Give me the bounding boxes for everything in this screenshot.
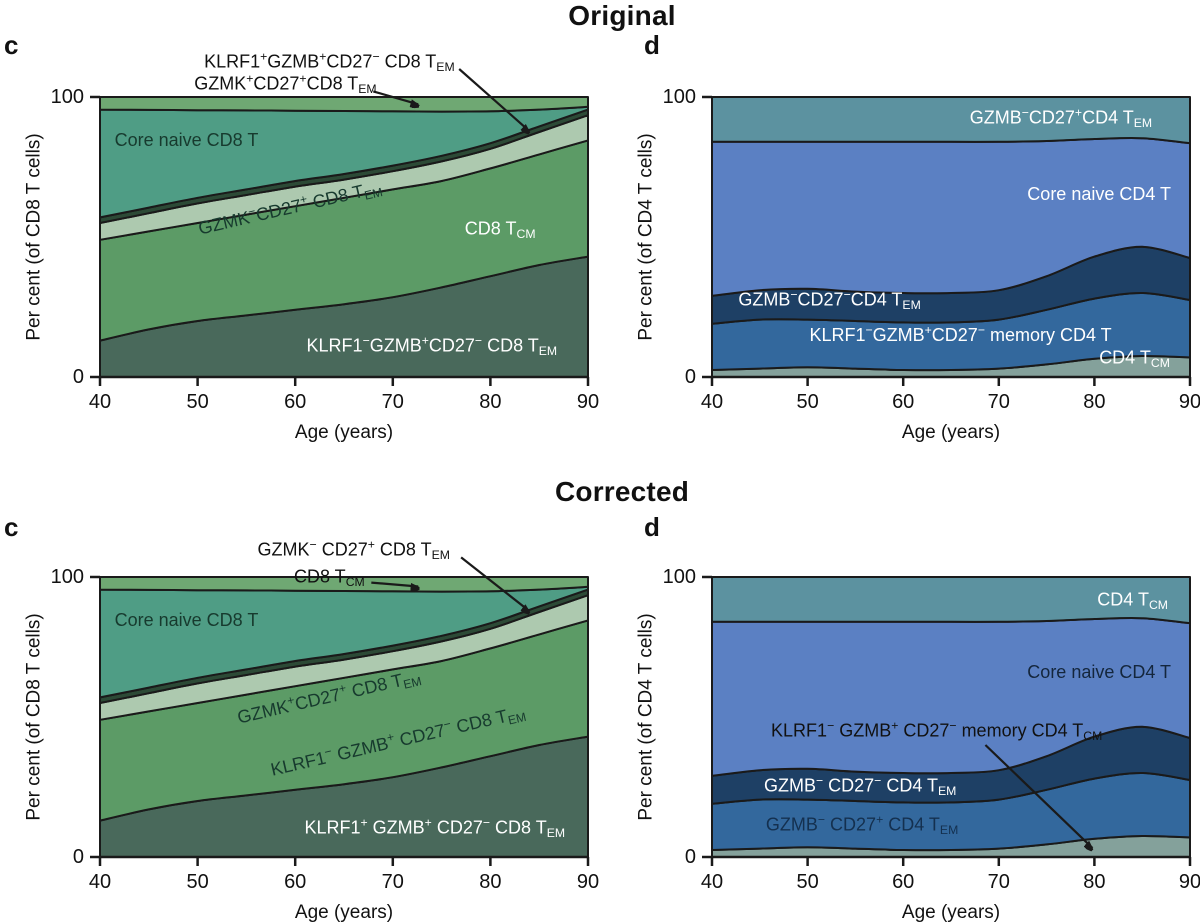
annotation-arrow-original-c-0 — [458, 68, 529, 131]
x-tick-label: 90 — [576, 871, 600, 893]
area-band-corrected-d-4 — [711, 576, 1191, 625]
area-band-original-c-5 — [99, 96, 589, 113]
x-tick-label: 80 — [1083, 391, 1106, 413]
x-tick-label: 90 — [576, 391, 600, 413]
x-tick-label: 80 — [479, 391, 502, 413]
x-axis — [710, 375, 1192, 386]
x-tick-label: 80 — [1083, 871, 1106, 893]
y-axis — [90, 575, 100, 859]
annotation-label-corrected-c-1: CD8 TCM — [294, 567, 365, 590]
section-title-corrected: Corrected — [554, 476, 690, 507]
x-axis-title: Age (years) — [294, 422, 394, 443]
stacked-area-chart-corrected-d — [702, 575, 1192, 866]
x-tick-label: 40 — [88, 391, 112, 413]
chart-label-original-d-1: Core naive CD4 T — [1027, 183, 1172, 204]
y-axis — [702, 95, 712, 379]
annotation-arrow-corrected-c-0 — [460, 556, 529, 611]
x-tick-label: 50 — [186, 871, 209, 893]
panel-letter-corrected-c: c — [4, 512, 19, 542]
chart-label-original-d-2: GZMB−CD27−CD4 TEM — [738, 287, 921, 313]
chart-label-corrected-c-0: Core naive CD8 T — [114, 610, 259, 631]
x-tick-label: 50 — [796, 391, 819, 413]
x-tick-label: 60 — [284, 871, 307, 893]
panel-original-d: 40 50 60 70 80 90 0 100 Age (years) Per cent (of … — [635, 30, 1200, 480]
chart-label-corrected-c-3: KLRF1+ GZMB+ CD27− CD8 TEM — [304, 815, 566, 840]
chart-label-corrected-d-2: GZMB− CD27− CD4 TEM — [763, 773, 957, 798]
annotation-label-corrected-c-0: GZMK− CD27+ CD8 TEM — [257, 538, 450, 563]
x-tick-label: 50 — [186, 391, 209, 413]
chart-label-original-c-3: KLRF1−GZMB+CD27− CD8 TEM — [306, 333, 558, 359]
chart-label-original-d-3: KLRF1−GZMB+CD27− memory CD4 T — [809, 322, 1112, 345]
x-tick-label: 60 — [284, 391, 307, 413]
y-tick-label: 0 — [72, 846, 84, 868]
x-tick-label: 40 — [700, 871, 724, 893]
panel-letter-original-d: d — [644, 30, 660, 60]
x-tick-label: 70 — [987, 871, 1010, 893]
y-tick-label: 0 — [684, 846, 696, 868]
chart-label-original-c-0: Core naive CD8 T — [114, 130, 259, 151]
y-tick-label: 100 — [50, 566, 84, 588]
chart-label-corrected-d-3: GZMB− CD27+ CD4 TEM — [765, 812, 959, 837]
x-axis — [710, 855, 1192, 866]
panel-original-c: 40 50 60 70 80 90 0 100 Age (years) Per cent (of … — [0, 30, 640, 480]
x-axis — [98, 375, 590, 386]
x-tick-label: 90 — [1178, 871, 1200, 893]
stacked-area-chart-original-d — [702, 95, 1192, 386]
chart-label-corrected-d-1: Core naive CD4 T — [1027, 662, 1172, 683]
x-axis — [98, 855, 590, 866]
y-tick-label: 100 — [662, 566, 696, 588]
panel-letter-corrected-d: d — [644, 512, 660, 542]
annotation-label-original-c-1: GZMK+CD27+CD8 TEM — [194, 72, 377, 97]
chart-label-corrected-d-0: CD4 TCM — [1097, 589, 1168, 612]
x-tick-label: 40 — [88, 871, 112, 893]
y-axis-title: Per cent (of CD4 T cells) — [635, 613, 657, 821]
y-axis — [90, 95, 100, 379]
y-tick-label: 0 — [684, 366, 696, 388]
stacked-area-chart-corrected-c — [90, 556, 590, 866]
y-tick-label: 100 — [662, 86, 696, 108]
area-band-original-d-4 — [711, 96, 1191, 145]
panel-corrected-c: 40 50 60 70 80 90 0 100 Age (years) Per cent (of … — [0, 510, 640, 922]
stacked-area-chart-original-c — [90, 68, 590, 386]
chart-label-original-d-0: GZMB−CD27+CD4 TEM — [969, 105, 1153, 131]
annotation-arrow-original-c-1 — [372, 90, 418, 104]
annotation-arrow-corrected-c-1 — [371, 581, 418, 587]
x-tick-label: 90 — [1178, 391, 1200, 413]
y-tick-label: 100 — [50, 86, 84, 108]
x-tick-label: 40 — [700, 391, 724, 413]
x-tick-label: 50 — [796, 871, 819, 893]
section-title-original: Original — [568, 0, 676, 31]
x-tick-label: 80 — [479, 871, 502, 893]
panel-corrected-d: 40 50 60 70 80 90 0 100 Age (years) Per cent (of … — [635, 510, 1200, 923]
x-axis-title: Age (years) — [901, 902, 1001, 923]
area-band-corrected-c-5 — [99, 576, 589, 593]
x-tick-label: 70 — [381, 871, 404, 893]
chart-label-original-c-2: CD8 TCM — [464, 218, 536, 242]
x-tick-label: 70 — [381, 391, 404, 413]
x-axis-title: Age (years) — [294, 902, 394, 923]
y-axis-title: Per cent (of CD8 T cells) — [23, 133, 45, 341]
annotation-label-corrected-d-0: KLRF1− GZMB+ CD27− memory CD4 TCM — [771, 718, 1103, 744]
y-tick-label: 0 — [72, 366, 84, 388]
annotation-arrow-corrected-d-0 — [984, 744, 1092, 848]
y-axis-title: Per cent (of CD8 T cells) — [23, 613, 45, 821]
chart-label-original-d-4: CD4 TCM — [1099, 347, 1170, 370]
y-axis-title: Per cent (of CD4 T cells) — [635, 133, 657, 341]
x-tick-label: 60 — [892, 391, 915, 413]
x-axis-title: Age (years) — [901, 422, 1001, 443]
annotation-label-original-c-0: KLRF1+GZMB+CD27− CD8 TEM — [204, 49, 455, 75]
x-tick-label: 60 — [892, 871, 915, 893]
x-tick-label: 70 — [987, 391, 1010, 413]
y-axis — [702, 575, 712, 859]
panel-letter-original-c: c — [4, 30, 19, 60]
